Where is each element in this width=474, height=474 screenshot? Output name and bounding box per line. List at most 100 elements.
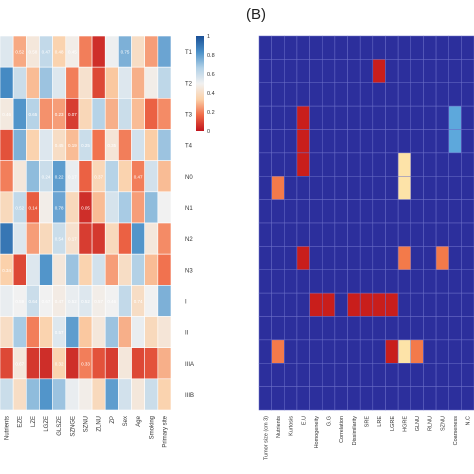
cell-label: 0.67 [15,361,24,366]
heatmap-cell [131,129,145,161]
heatmap-b-cell [448,292,462,317]
heatmap-b-cell [435,176,449,200]
column-label-b: Homogeneity [314,416,320,449]
cell-label: 0.14 [28,205,37,210]
heatmap-cell [0,285,14,317]
heatmap-b-cell [461,316,474,341]
heatmap-cell [26,378,40,411]
heatmap-b-cell [410,105,424,130]
heatmap-cell [0,35,14,68]
heatmap-b-cell [309,339,323,364]
heatmap-b-cell [372,82,386,107]
cell-label: 0.33 [81,361,90,366]
column-label: Smoking [149,416,155,439]
heatmap-b-cell [385,35,399,60]
heatmap-b-cell [309,246,323,271]
heatmap-b-cell [385,199,399,224]
heatmap-b-cell [334,363,348,387]
heatmap-b-cell [258,269,272,294]
heatmap-cell [12,129,27,161]
heatmap-b-cell [258,199,272,224]
heatmap-b-cell [372,316,386,341]
heatmap-b-cell [258,59,272,84]
heatmap-b-cell [321,316,336,341]
heatmap-b-cell [372,105,386,130]
heatmap-b-cell [385,222,399,247]
heatmap-cell [12,316,27,348]
heatmap-cell [26,66,40,99]
heatmap-cell [0,222,14,255]
heatmap-b-cell [448,129,462,154]
heatmap-b-cell [397,269,412,294]
heatmap-b-cell [321,269,336,294]
heatmap-b-cell [258,316,272,341]
heatmap-b-cell [397,316,412,341]
heatmap-cell [65,316,80,348]
heatmap-b-cell [258,246,272,271]
heatmap-b-cell [284,246,298,271]
heatmap-b-cell [334,386,348,411]
cell-label: 0.17 [68,174,77,179]
cell-label: 0.47 [42,50,51,55]
heatmap-b-cell [435,386,449,411]
heatmap-b-cell [271,386,285,411]
column-label: SZNGE [70,416,76,437]
heatmap-b-cell [359,199,374,224]
heatmap-b-cell [385,292,399,317]
row-label: N0 [185,175,193,181]
heatmap-b-cell [271,129,285,154]
heatmap-b-cell [271,82,285,107]
heatmap-b-cell [423,82,437,107]
cell-label: 0.47 [134,174,143,179]
heatmap-cell [26,347,40,380]
heatmap-b-cell [423,35,437,60]
heatmap-b-cell [284,292,298,317]
heatmap-b-cell [372,199,386,224]
heatmap-b-cell [372,176,386,200]
heatmap-b-cell [321,246,336,271]
heatmap-b-cell [410,339,424,364]
heatmap-b-cell [385,129,399,154]
heatmap-b-cell [321,176,336,200]
heatmap-b-cell [271,35,285,60]
heatmap-b-cell [296,176,310,200]
heatmap-b-cell [258,129,272,154]
heatmap-b-cell [435,292,449,317]
heatmap-b-cell [284,386,298,411]
column-label-b: Kurtosis [289,416,295,436]
column-label-b: Nutrients [276,416,282,438]
heatmap-b-cell [359,152,374,177]
colorbar-gradient [196,36,204,131]
heatmap-b-cell [461,339,474,364]
heatmap-b-cell [347,292,361,317]
row-label: T1 [185,50,193,56]
cell-label: 0.32 [55,361,64,366]
heatmap-b-cell [385,246,399,271]
cell-label: 0.54 [55,237,64,242]
heatmap-b-cell [397,59,412,84]
heatmap-cell [144,253,159,286]
column-label: SZNU [84,416,90,432]
cell-label: 0.52 [81,299,90,304]
row-label: T2 [185,81,193,87]
heatmap-cell [91,66,106,99]
heatmap-b-cell [334,339,348,364]
colorbar-tick-label: 0 [207,129,210,135]
heatmap-cell [104,253,119,286]
heatmap-b-cell [461,269,474,294]
heatmap-b-cell [448,222,462,247]
heatmap-b-cell [448,82,462,107]
heatmap-cell [118,253,132,286]
heatmap-b-cell [359,35,374,60]
cell-label: 0.75 [121,50,130,55]
heatmap-b-cell [372,152,386,177]
heatmap-cell [104,316,119,348]
cell-label: 0.35 [107,143,116,148]
heatmap-b-cell [334,59,348,84]
heatmap-b-cell [258,35,272,60]
heatmap-b-cell [359,59,374,84]
heatmap-b-cell [321,129,336,154]
cell-label: 0.22 [55,174,64,179]
heatmap-b-cell [359,105,374,130]
column-label: Primary site [162,415,168,447]
